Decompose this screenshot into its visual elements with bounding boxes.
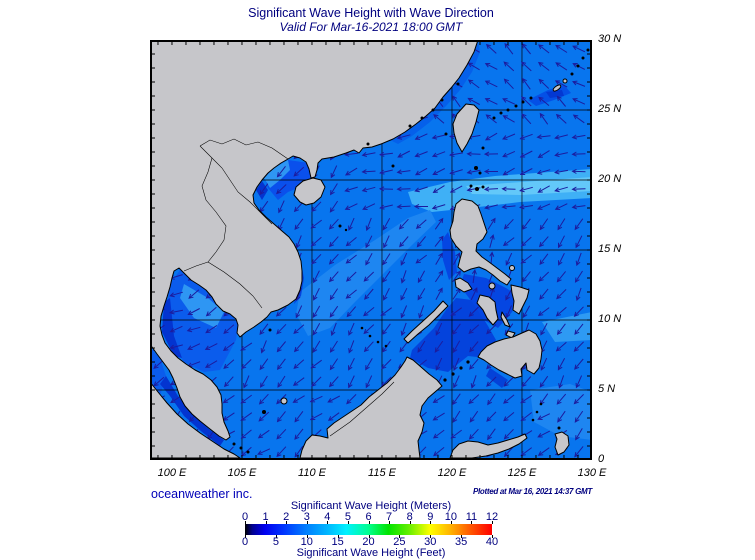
land-palawan — [403, 300, 449, 344]
colorbar-meter-tick: 3 — [303, 511, 310, 523]
colorbar-meter-tick: 9 — [427, 511, 434, 523]
lat-tick-label: 15 N — [598, 243, 622, 255]
colorbar-tick-mark — [368, 521, 370, 524]
colorbar-tick-mark — [430, 521, 432, 524]
lon-tick-label: 130 E — [577, 467, 607, 479]
land-catanduanes — [509, 265, 515, 271]
plotted-note: Plotted at Mar 16, 2021 14:37 GMT — [472, 487, 592, 496]
colorbar-meter-tick: 6 — [365, 511, 372, 523]
land-halmahera — [554, 431, 570, 456]
colorbar-tick-mark — [306, 521, 308, 524]
land-borneo — [299, 356, 443, 459]
lon-tick-label: 100 E — [157, 467, 187, 479]
land-amami — [562, 78, 568, 84]
colorbar-meter-tick: 10 — [444, 511, 457, 523]
land-hainan — [293, 177, 326, 206]
wave-map — [150, 40, 592, 460]
colorbar-tick-mark — [492, 535, 493, 538]
lon-tick-label: 120 E — [437, 467, 467, 479]
chart-title: Significant Wave Height with Wave Direct… — [248, 6, 494, 20]
colorbar — [245, 524, 492, 535]
colorbar-meter-tick: 8 — [406, 511, 413, 523]
land-natuna — [280, 397, 288, 405]
lat-tick-label: 20 N — [598, 173, 622, 185]
land-masbate — [488, 282, 496, 290]
colorbar-feet-tick: 20 — [362, 536, 375, 548]
colorbar-tick-mark — [430, 535, 432, 538]
colorbar-feet-tick: 10 — [300, 536, 313, 548]
colorbar-tick-mark — [275, 535, 277, 538]
land-okinawa — [552, 84, 562, 92]
lat-tick-label: 30 N — [598, 33, 622, 45]
colorbar-meter-tick: 11 — [465, 511, 478, 523]
colorbar-feet-tick: 35 — [455, 536, 468, 548]
country-borders — [183, 138, 395, 437]
colorbar-tick-mark — [286, 521, 288, 524]
colorbar-tick-mark — [450, 521, 452, 524]
lon-tick-label: 125 E — [507, 467, 537, 479]
lat-tick-label: 0 — [598, 453, 605, 465]
chart-subtitle: Valid For Mar-16-2021 18:00 GMT — [279, 20, 463, 34]
land-sulawesi — [449, 433, 528, 459]
lat-tick-label: 10 N — [598, 313, 622, 325]
colorbar-feet-tick: 30 — [424, 536, 437, 548]
colorbar-tick-mark — [471, 521, 473, 524]
colorbar-meter-tick: 5 — [344, 511, 351, 523]
colorbar-meter-tick: 2 — [283, 511, 290, 523]
credit: oceanweather inc. — [151, 487, 253, 501]
colorbar-feet-tick: 15 — [331, 536, 344, 548]
colorbar-tick-mark — [306, 535, 308, 538]
lat-tick-label: 25 N — [598, 103, 622, 115]
colorbar-tick-mark — [337, 535, 339, 538]
colorbar-title-feet: Significant Wave Height (Feet) — [296, 547, 446, 559]
colorbar-tick-mark — [389, 521, 391, 524]
colorbar-meter-tick: 12 — [485, 511, 499, 523]
land-samar — [510, 284, 530, 315]
land-taiwan — [452, 103, 480, 153]
colorbar-title-meters: Significant Wave Height (Meters) — [290, 500, 452, 512]
land-mindoro — [454, 277, 473, 293]
colorbar-tick-mark — [245, 535, 246, 538]
lon-tick-label: 115 E — [368, 467, 396, 479]
colorbar-meter-tick: 7 — [386, 511, 393, 523]
colorbar-feet-tick: 0 — [241, 536, 249, 548]
colorbar-tick-mark — [409, 521, 411, 524]
land-cebu — [500, 311, 511, 328]
lon-tick-label: 110 E — [298, 467, 326, 479]
colorbar-meter-tick: 1 — [262, 511, 269, 523]
colorbar-feet-tick: 5 — [272, 536, 279, 548]
colorbar-tick-mark — [245, 521, 246, 524]
colorbar-feet-tick: 25 — [393, 536, 406, 548]
land-luzon — [449, 198, 512, 286]
colorbar-tick-mark — [461, 535, 463, 538]
small-islands — [232, 48, 590, 454]
colorbar-tick-mark — [492, 521, 493, 524]
lon-tick-label: 105 E — [227, 467, 257, 479]
colorbar-meter-tick: 4 — [324, 511, 331, 523]
lat-tick-label: 5 N — [598, 383, 616, 395]
map-frame — [150, 40, 592, 460]
colorbar-tick-mark — [347, 521, 349, 524]
colorbar-tick-mark — [265, 521, 267, 524]
colorbar-meter-tick: 0 — [241, 511, 249, 523]
colorbar-tick-mark — [399, 535, 401, 538]
land-mindanao — [477, 329, 543, 379]
colorbar-tick-mark — [368, 535, 370, 538]
colorbar-tick-mark — [327, 521, 329, 524]
land-panay — [476, 294, 499, 326]
colorbar-feet-tick: 40 — [485, 536, 499, 548]
